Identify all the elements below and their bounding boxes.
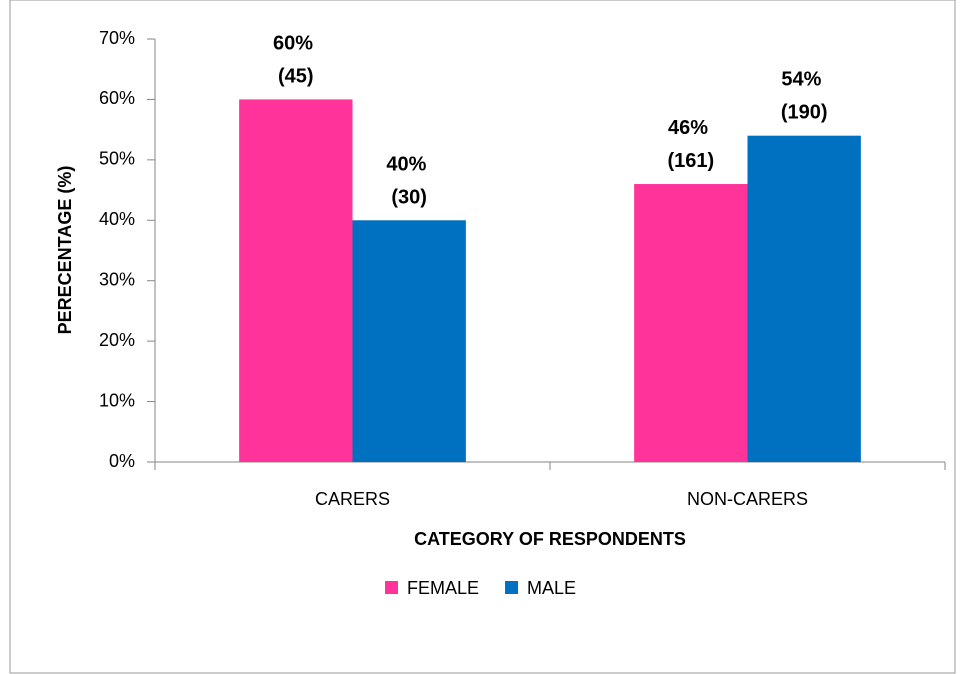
y-tick-label: 20%: [99, 330, 135, 350]
bar: [748, 136, 861, 462]
y-tick-label: 40%: [99, 209, 135, 229]
y-tick-label: 10%: [99, 390, 135, 410]
page: CATEGORY OF RESPONDENTS PERECENTAGE (%) …: [0, 0, 964, 674]
x-tick-label: NON-CARERS: [687, 489, 808, 509]
y-tick-label: 70%: [99, 28, 135, 48]
y-tick-label: 30%: [99, 269, 135, 289]
y-tick-label: 0%: [109, 451, 135, 471]
legend-label: MALE: [527, 578, 576, 598]
bar: [239, 99, 352, 462]
y-axis-title: PERECENTAGE (%): [55, 166, 75, 335]
bar: [353, 220, 466, 462]
y-tick-label: 60%: [99, 88, 135, 108]
legend-label: FEMALE: [407, 578, 479, 598]
legend-swatch: [505, 581, 518, 594]
x-axis-title: CATEGORY OF RESPONDENTS: [414, 529, 686, 549]
x-tick-label: CARERS: [315, 489, 390, 509]
chart: CATEGORY OF RESPONDENTS PERECENTAGE (%) …: [0, 0, 964, 674]
bar: [634, 184, 747, 462]
y-tick-label: 50%: [99, 149, 135, 169]
legend-swatch: [385, 581, 398, 594]
